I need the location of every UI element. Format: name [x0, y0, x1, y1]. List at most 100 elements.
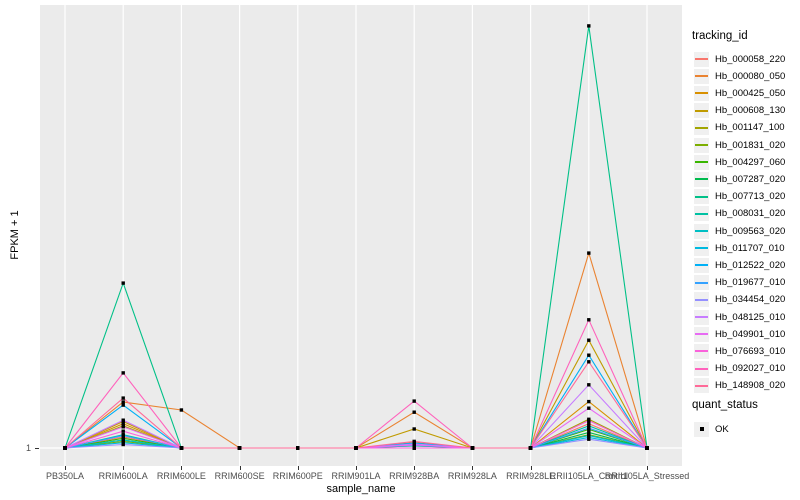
legend-label: Hb_019677_010: [715, 277, 786, 289]
legend-item-Hb_012522_020: Hb_012522_020: [694, 257, 785, 273]
data-point: [587, 435, 591, 440]
x-tick-mark: [239, 466, 241, 470]
legend-key-square-icon: [694, 421, 709, 437]
legend-key-line-icon: [694, 361, 709, 377]
legend-key-line-icon: [694, 171, 709, 187]
data-point: [121, 441, 125, 445]
legend-item-Hb_000608_130: Hb_000608_130: [694, 103, 785, 119]
legend-label: Hb_000058_220: [715, 53, 786, 65]
y-axis-title: FPKM + 1: [9, 210, 21, 260]
legend-key-line-icon: [694, 292, 709, 308]
x-tick-mark: [472, 466, 474, 470]
legend-label: Hb_007713_020: [715, 191, 786, 203]
legend-label: Hb_007287_020: [715, 173, 786, 185]
data-point: [470, 446, 475, 450]
data-point: [121, 396, 125, 400]
legend-key-line-icon: [694, 137, 709, 153]
legend-item-Hb_001147_100: Hb_001147_100: [694, 120, 785, 136]
data-point: [528, 446, 533, 450]
data-point: [121, 403, 125, 407]
x-tick-label-RRII105LA_Control: RRII105LA_Control: [549, 471, 628, 481]
data-point: [587, 318, 591, 322]
legend-key-line-icon: [694, 257, 709, 273]
legend-label: Hb_048125_010: [715, 311, 786, 323]
data-point: [587, 251, 591, 255]
legend-label: Hb_008031_020: [715, 208, 786, 220]
legend-item-Hb_148908_020: Hb_148908_020: [694, 378, 786, 394]
data-point: [587, 437, 591, 441]
data-point: [121, 433, 125, 438]
legend-label: Hb_034454_020: [715, 294, 786, 306]
legend-item-Hb_009563_020: Hb_009563_020: [694, 223, 785, 239]
data-point: [412, 399, 416, 403]
x-tick-mark: [123, 466, 125, 470]
data-point: [645, 446, 649, 450]
data-point: [412, 410, 416, 414]
legend-item-Hb_008031_020: Hb_008031_020: [694, 206, 786, 222]
data-point: [587, 406, 591, 410]
data-point: [63, 446, 67, 450]
legend-key-line-icon: [694, 51, 709, 67]
legend-label: OK: [715, 423, 729, 435]
legend-title-quant-status: quant_status: [692, 399, 758, 411]
legend-label: Hb_148908_020: [715, 380, 786, 392]
x-tick-label-RRIM600PE: RRIM600PE: [272, 471, 323, 481]
legend-key-line-icon: [694, 103, 709, 119]
data-point: [179, 408, 184, 412]
x-tick-mark: [356, 466, 357, 470]
legend-key-line-icon: [694, 120, 709, 136]
legend-label: Hb_000425_050: [715, 87, 786, 99]
data-point: [354, 446, 358, 450]
data-point: [587, 360, 591, 364]
legend-item-Hb_000425_050: Hb_000425_050: [694, 85, 786, 101]
x-tick-mark: [297, 466, 299, 470]
data-point: [121, 422, 125, 426]
legend-label: Hb_092027_010: [715, 363, 786, 375]
legend-key-line-icon: [694, 275, 709, 291]
x-tick-mark: [647, 466, 648, 470]
legend-item-Hb_001831_020: Hb_001831_020: [694, 137, 786, 153]
x-tick-label-RRIM600LE: RRIM600LE: [156, 471, 206, 481]
data-point: [121, 438, 125, 442]
legend-item-Hb_092027_010: Hb_092027_010: [694, 361, 786, 377]
y-tick-mark: [35, 448, 39, 449]
data-point: [587, 433, 591, 438]
data-point: [587, 399, 591, 404]
data-point: [587, 430, 591, 435]
legend-key-line-icon: [694, 206, 709, 222]
data-point: [121, 400, 125, 404]
data-point: [412, 427, 416, 431]
x-tick-label-RRIM600SE: RRIM600SE: [214, 471, 265, 481]
legend-key-line-icon: [694, 326, 709, 342]
plot-panel: [40, 5, 682, 466]
legend-title-tracking-id: tracking_id: [692, 30, 748, 42]
legend-item-Hb_011707_010: Hb_011707_010: [694, 240, 785, 256]
legend-item-Hb_034454_020: Hb_034454_020: [694, 292, 786, 308]
legend-label: Hb_000080_050: [715, 70, 786, 82]
legend-key-line-icon: [694, 68, 709, 84]
legend-item-Hb_049901_010: Hb_049901_010: [694, 326, 785, 342]
data-point: [587, 383, 591, 387]
x-tick-mark: [181, 466, 183, 470]
x-tick-mark: [530, 466, 532, 470]
legend-item-Hb_048125_010: Hb_048125_010: [694, 309, 786, 325]
x-tick-label-RRIM901LA: RRIM901LA: [331, 471, 381, 481]
data-point: [587, 24, 591, 28]
legend-key-line-icon: [694, 154, 709, 170]
x-tick-mark: [65, 466, 66, 470]
x-tick-mark: [414, 466, 416, 470]
legend-label: Hb_004297_060: [715, 156, 786, 168]
legend-label: Hb_001147_100: [715, 122, 785, 134]
data-point: [121, 429, 125, 433]
data-point: [412, 443, 416, 447]
legend-key-line-icon: [694, 85, 709, 101]
data-point: [587, 422, 591, 426]
data-point: [587, 418, 591, 423]
data-point: [412, 439, 416, 444]
legend-key-line-icon: [694, 223, 709, 239]
legend-item-Hb_007287_020: Hb_007287_020: [694, 171, 786, 187]
legend-label: Hb_001831_020: [715, 139, 786, 151]
y-tick-label-1: 1: [25, 443, 31, 453]
data-point: [121, 425, 125, 429]
